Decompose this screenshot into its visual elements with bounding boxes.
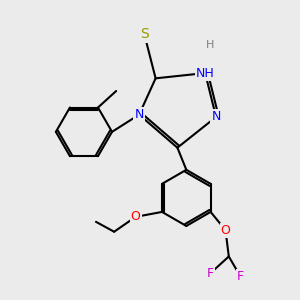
Text: O: O: [220, 224, 230, 237]
Text: F: F: [207, 266, 214, 280]
Text: N: N: [134, 108, 144, 121]
Text: S: S: [140, 27, 149, 41]
Text: F: F: [237, 270, 244, 283]
Text: H: H: [206, 40, 214, 50]
Text: NH: NH: [196, 67, 214, 80]
Text: O: O: [131, 210, 140, 224]
Text: N: N: [212, 110, 221, 124]
